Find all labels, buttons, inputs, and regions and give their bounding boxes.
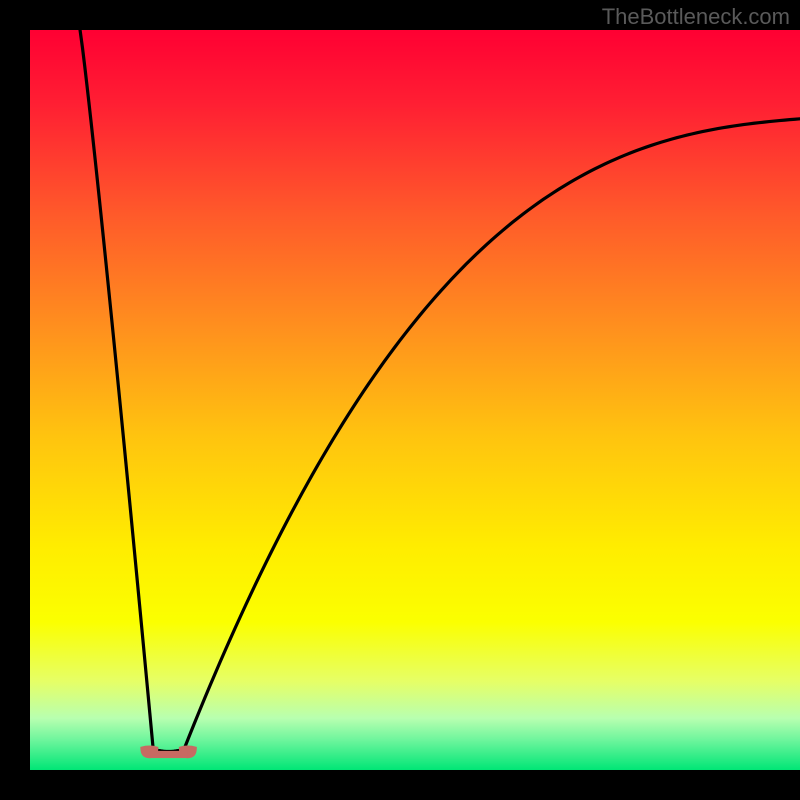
chart-container: TheBottleneck.com bbox=[0, 0, 800, 800]
bottleneck-curve-chart bbox=[0, 0, 800, 800]
watermark-text: TheBottleneck.com bbox=[602, 4, 790, 30]
